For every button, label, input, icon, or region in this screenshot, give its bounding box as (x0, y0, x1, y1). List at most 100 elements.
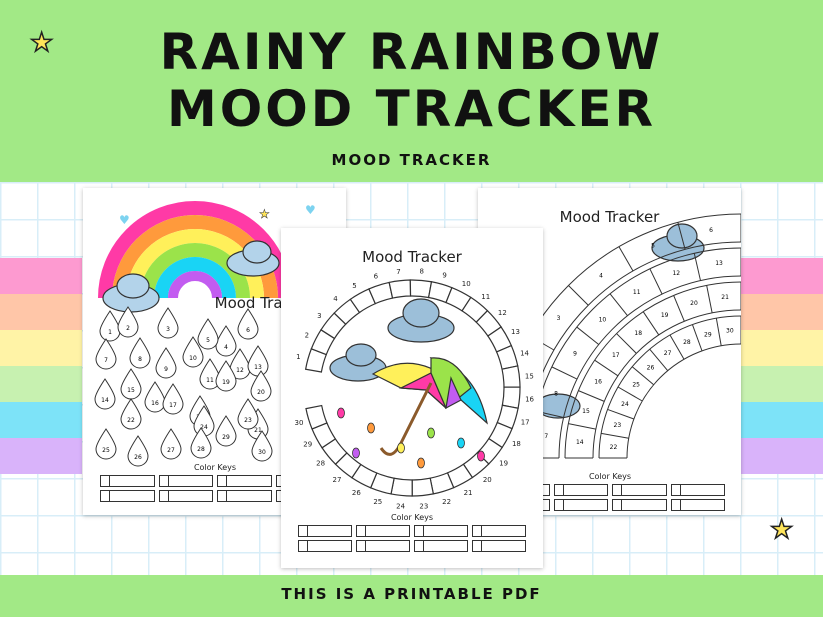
day-number: 10 (189, 355, 197, 362)
day-number: 28 (316, 460, 325, 468)
heart-icon: ♥ (119, 213, 130, 227)
day-number: 6 (374, 273, 379, 281)
arc-divider (617, 386, 643, 402)
raindrop-cell[interactable] (144, 381, 166, 413)
raindrop-icon (427, 427, 435, 439)
arc-divider (642, 311, 660, 336)
raindrop-cell[interactable] (155, 347, 177, 379)
day-number: 11 (481, 293, 490, 301)
raindrop-cell[interactable] (237, 398, 259, 430)
day-number: 12 (236, 367, 244, 374)
page-umbrella-circle: Mood Tracker 1 2 3 4 5 6 7 8 9 10 11 12 13 14 15 16 17 18… (281, 228, 543, 568)
arc-divider (693, 253, 701, 281)
title-line-1: RAINY RAINBOW (159, 23, 664, 81)
day-number: 13 (511, 328, 520, 336)
rainbow-raindrop-illustration: ♥ ♥ ★ 1234567891011121314151617181920212… (94, 201, 316, 467)
cloud-icon (329, 298, 455, 382)
raindrop-cell[interactable] (95, 428, 117, 460)
raindrop-cell[interactable] (215, 325, 237, 357)
raindrop-cell[interactable] (120, 398, 142, 430)
day-number: 21 (721, 294, 729, 301)
star-icon: ★ (259, 207, 270, 221)
arc-divider (631, 366, 654, 386)
day-number: 3 (166, 326, 170, 333)
day-number: 14 (101, 397, 109, 404)
day-number: 18 (634, 330, 642, 337)
day-number: 30 (258, 449, 266, 456)
raindrop-cell[interactable] (99, 310, 121, 342)
raindrop-icon (337, 407, 345, 419)
day-number: 20 (483, 476, 492, 484)
arc-band (592, 309, 742, 459)
arc-divider (706, 285, 713, 313)
arc-divider (691, 324, 703, 352)
day-number: 23 (244, 417, 252, 424)
day-number: 27 (664, 350, 672, 357)
raindrop-cell[interactable] (251, 430, 273, 462)
stripe (741, 366, 823, 402)
arc-divider (715, 318, 722, 346)
footer-band (0, 575, 823, 617)
color-keys-label: Color Keys (588, 472, 632, 481)
arc-divider (677, 222, 686, 250)
day-cell[interactable] (409, 279, 433, 299)
stripe (741, 258, 823, 294)
raindrop-cell[interactable] (250, 370, 272, 402)
raindrop-cell[interactable] (182, 336, 204, 368)
day-number: 27 (333, 476, 342, 484)
raindrop-cell[interactable] (247, 345, 269, 377)
arc-divider (673, 295, 685, 322)
raindrop-icon (477, 450, 485, 462)
raindrop-cell[interactable] (129, 337, 151, 369)
day-number: 14 (520, 350, 529, 358)
raindrop-cell[interactable] (120, 368, 142, 400)
arc-band[interactable] (598, 315, 742, 459)
day-number: 13 (254, 364, 262, 371)
day-number: 17 (521, 418, 530, 426)
day-number: 12 (672, 270, 680, 277)
stripe (741, 294, 823, 330)
day-number: 12 (498, 309, 507, 317)
day-cell[interactable] (305, 404, 328, 430)
color-keys-grid[interactable] (298, 525, 526, 552)
day-number: 24 (396, 502, 405, 510)
day-cell[interactable] (501, 365, 521, 388)
day-number: 19 (661, 312, 669, 319)
raindrop-cell[interactable] (95, 338, 117, 370)
day-number: 22 (442, 498, 451, 506)
day-number: 26 (647, 364, 655, 371)
color-keys-label: Color Keys (390, 513, 434, 522)
day-number: 22 (127, 417, 135, 424)
day-number: 4 (599, 273, 603, 280)
arc-band[interactable] (564, 281, 742, 459)
raindrop-cell[interactable] (162, 383, 184, 415)
raindrop-cell[interactable] (94, 378, 116, 410)
raindrop-cell[interactable] (215, 415, 237, 447)
raindrop-cell[interactable] (160, 428, 182, 460)
day-number: 4 (333, 295, 338, 303)
day-number: 11 (633, 289, 641, 296)
day-number: 7 (544, 433, 548, 440)
day-cell[interactable] (411, 477, 435, 497)
raindrop-cell[interactable] (117, 306, 139, 338)
day-number: 25 (632, 382, 640, 389)
raindrop-cell[interactable] (127, 435, 149, 467)
raindrop-cell[interactable] (197, 318, 219, 350)
day-number: 18 (512, 440, 521, 448)
day-number: 3 (317, 312, 321, 320)
arc-divider (618, 246, 634, 272)
raindrop-cell[interactable] (190, 427, 212, 459)
raindrop-cell[interactable] (237, 308, 259, 340)
cloud-icon (102, 240, 280, 313)
raindrop-icon (397, 442, 405, 454)
day-cell[interactable] (501, 386, 521, 409)
raindrop-cell[interactable] (157, 307, 179, 339)
arc-divider (609, 293, 628, 317)
day-cell[interactable] (388, 279, 412, 299)
rainbow-stripes-right (741, 258, 823, 475)
day-number: 23 (419, 502, 428, 510)
raindrop-cell[interactable] (215, 360, 237, 392)
day-number: 2 (305, 332, 309, 340)
day-number: 7 (104, 357, 108, 364)
